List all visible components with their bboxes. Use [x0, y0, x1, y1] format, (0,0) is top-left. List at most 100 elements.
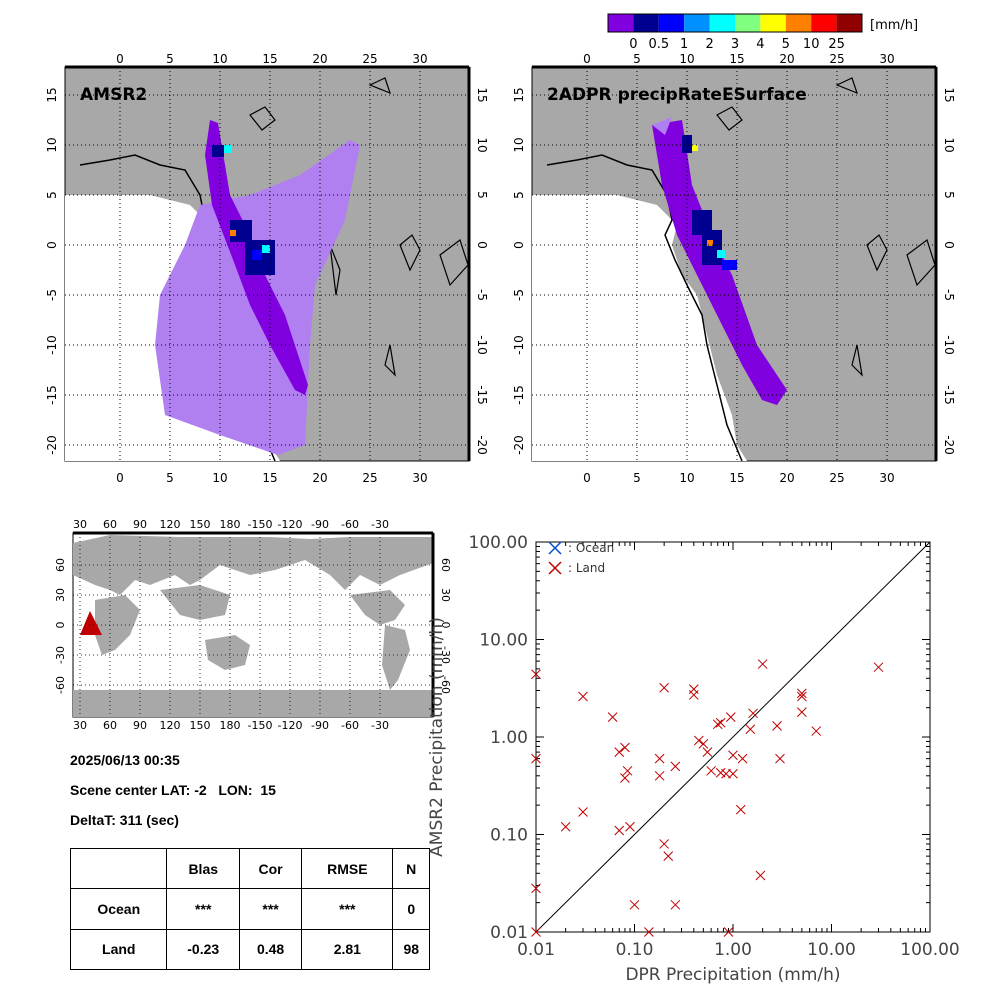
lon-tick-label: 15: [729, 471, 744, 485]
scatter-point-land: [796, 688, 807, 699]
lon-tick-label: 5: [166, 471, 174, 485]
lon-tick-label: 0: [116, 471, 124, 485]
world-lon-tick: -150: [248, 719, 273, 732]
lon-tick-label: 25: [362, 471, 377, 485]
scatter-point-land: [775, 753, 785, 764]
world-lon-tick: 60: [103, 518, 117, 531]
colorbar-swatch: [709, 14, 735, 32]
lat-tick-label: -15: [45, 385, 59, 405]
colorbar-swatch: [785, 14, 812, 32]
y-tick-label: 100.00: [469, 533, 528, 553]
world-gridlines: [73, 531, 435, 717]
colorbar-swatch: [760, 14, 786, 32]
map-title: 2ADPR precipRateESurface: [547, 85, 807, 105]
scatter-point-land: [531, 927, 541, 937]
colorbar-swatch: [658, 14, 685, 32]
stats-table: Blas Cor RMSE N Ocean *** *** *** 0 Land…: [69, 847, 430, 971]
lon-tick-label: 20: [779, 471, 794, 485]
scatter-point-land: [620, 742, 630, 753]
lat-tick-label: -15: [942, 385, 956, 405]
world-lon-tick: -90: [311, 719, 329, 732]
lon-tick-label: 5: [166, 52, 174, 66]
lat-tick-label: 0: [512, 241, 526, 249]
lon-tick-label: 0: [583, 52, 591, 66]
scatter-point-land: [670, 761, 681, 772]
scatter-point-land: [622, 765, 633, 776]
stats-cor: 0.48: [238, 928, 303, 971]
scatter-point-land: [757, 659, 768, 669]
scatter-point-land: [748, 708, 758, 719]
stats-label: Land: [69, 928, 168, 971]
lat-tick-label: -5: [512, 289, 526, 301]
x-tick-label: 10.00: [807, 940, 856, 960]
stats-rmse: 2.81: [301, 928, 394, 971]
world-lat-tick: 60: [54, 558, 67, 572]
lon-tick-label: 0: [583, 471, 591, 485]
lat-tick-label: 10: [45, 137, 59, 152]
lat-tick-label: 0: [45, 241, 59, 249]
y-tick-label: 10.00: [479, 631, 528, 651]
stats-header-row: Blas Cor RMSE N: [69, 847, 430, 890]
legend-label: : Ocean: [568, 541, 614, 555]
world-lon-tick: -60: [341, 719, 359, 732]
scatter-point-land: [531, 883, 541, 894]
lat-tick-label: -5: [45, 289, 59, 301]
lat-tick-label: 15: [475, 87, 489, 102]
x-tick-label: 1.00: [714, 940, 752, 960]
stats-row-land: Land -0.23 0.48 2.81 98: [69, 928, 430, 971]
lon-tick-label: 30: [412, 52, 427, 66]
scatter-point-land: [560, 821, 571, 832]
colorbar-label: 4: [756, 37, 764, 52]
y-axis-label: AMSR2 Precipitation (mm/h): [427, 617, 447, 857]
world-lon-tick: 60: [103, 719, 117, 732]
scatter-point-land: [654, 770, 665, 781]
lat-tick-label: -20: [942, 435, 956, 455]
colorbar-swatch: [836, 14, 862, 32]
lon-tick-label: 5: [633, 52, 641, 66]
lon-tick-label: 30: [412, 471, 427, 485]
lat-tick-label: -15: [512, 385, 526, 405]
world-lon-tick: -60: [341, 518, 359, 531]
stats-row-ocean: Ocean *** *** *** 0: [69, 888, 430, 930]
stats-header-n: N: [392, 847, 430, 890]
scatter-point-land: [811, 726, 822, 736]
lat-tick-label: -15: [475, 385, 489, 405]
stats-cor: ***: [238, 888, 303, 930]
lat-tick-label: -20: [45, 435, 59, 455]
scatter-point-land: [625, 821, 635, 832]
world-lon-tick: -30: [371, 719, 389, 732]
lat-tick-label: 5: [475, 191, 489, 199]
legend-entry: : Land: [548, 561, 605, 575]
scatter-point-land: [702, 747, 713, 757]
amsr2-heavy-rain: [212, 145, 275, 275]
world-lon-tick: 30: [73, 518, 87, 531]
world-lon-tick: -30: [371, 518, 389, 531]
scatter-point-land: [712, 719, 723, 730]
world-lon-tick: 180: [220, 518, 241, 531]
world-lat-tick: 0: [439, 622, 452, 629]
lat-tick-label: 10: [475, 137, 489, 152]
ocean-area: [532, 195, 747, 461]
world-lat-tick: 60: [439, 558, 452, 572]
colorbar-label: 10: [803, 37, 820, 52]
scatter-point-land: [706, 765, 717, 776]
x-tick-label: 100.00: [900, 940, 959, 960]
scene-center: Scene center LAT: -2 LON: 15: [70, 782, 276, 798]
coastline: [546, 154, 743, 462]
scatter-point-land: [629, 899, 640, 910]
colorbar-swatch: [684, 14, 710, 32]
lat-tick-label: -10: [942, 335, 956, 355]
colorbar-label: 25: [828, 37, 845, 52]
scatter-point-land: [715, 717, 726, 728]
colorbar-label: 5: [782, 37, 790, 52]
scatter-point-land: [728, 768, 738, 779]
scatter-point-land: [620, 773, 630, 783]
scene-datetime: 2025/06/13 00:35: [70, 752, 180, 768]
stats-label: Ocean: [69, 888, 168, 930]
world-lat-tick: -60: [439, 676, 452, 694]
lon-tick-label: 25: [362, 52, 377, 66]
x-tick-label: 0.10: [616, 940, 654, 960]
lat-tick-label: 5: [45, 191, 59, 199]
scatter-point-land: [663, 851, 674, 861]
lat-tick-label: 0: [475, 241, 489, 249]
